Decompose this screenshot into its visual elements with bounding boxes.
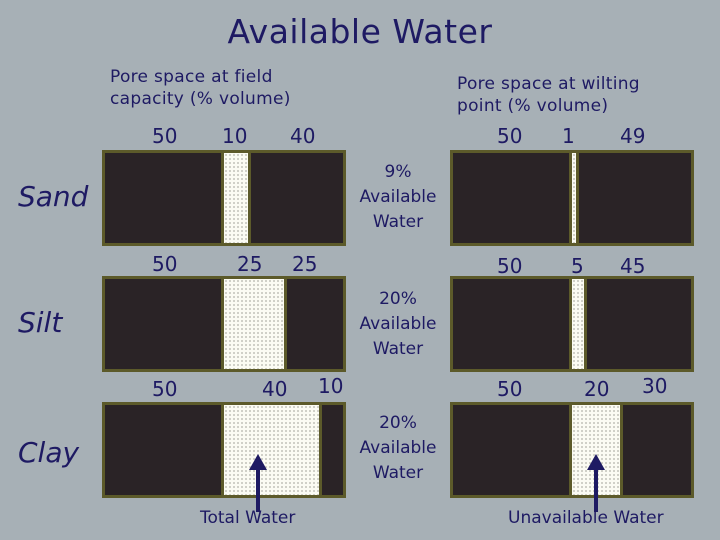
sand-available-water: 9% Available Water [346, 160, 450, 235]
silt-water-word: Water [372, 339, 424, 359]
clay-fc-solid-value: 50 [152, 377, 178, 401]
clay-available-word: Available [359, 438, 437, 458]
silt-wp-air-value: 45 [620, 254, 646, 278]
solid-water-divider [221, 279, 224, 369]
total-water-arrow-shaft [256, 468, 260, 512]
sand-wp-water-value: 1 [562, 124, 575, 148]
silt-fc-air-value: 25 [292, 252, 318, 276]
solid-water-divider [569, 153, 572, 243]
silt-available-word: Available [359, 314, 437, 334]
clay-available-percent: 20% [379, 413, 417, 433]
water-air-divider [620, 405, 623, 495]
field-capacity-header: Pore space at field capacity (% volume) [110, 66, 291, 110]
clay-fc-water-value: 40 [262, 377, 288, 401]
clay-wp-water-value: 20 [584, 377, 610, 401]
sand-wp-water-segment [572, 153, 576, 243]
silt-wp-solid-value: 50 [497, 254, 523, 278]
wilting-point-header-line1: Pore space at wilting [457, 74, 640, 94]
water-air-divider [576, 153, 579, 243]
wilting-point-header-line2: point (% volume) [457, 96, 609, 116]
soil-label-clay: Clay [18, 436, 80, 469]
sand-wp-solid-value: 50 [497, 124, 523, 148]
water-air-divider [319, 405, 322, 495]
silt-available-percent: 20% [379, 289, 417, 309]
water-air-divider [584, 279, 587, 369]
silt-wp-water-segment [572, 279, 584, 369]
sand-fc-water-segment [224, 153, 248, 243]
sand-available-word: Available [359, 187, 437, 207]
silt-available-water: 20% Available Water [346, 287, 450, 362]
water-air-divider [248, 153, 251, 243]
silt-fc-solid-value: 50 [152, 252, 178, 276]
unavailable-water-arrow-shaft [594, 468, 598, 512]
clay-wp-air-value: 30 [642, 374, 668, 398]
sand-field-capacity-bar [102, 150, 346, 246]
sand-fc-air-value: 40 [290, 124, 316, 148]
solid-water-divider [569, 279, 572, 369]
unavailable-water-label: Unavailable Water [508, 508, 664, 528]
silt-wilting-point-bar [450, 276, 694, 372]
soil-label-silt: Silt [18, 306, 63, 339]
clay-fc-water-segment [224, 405, 319, 495]
clay-fc-air-value: 10 [318, 374, 344, 398]
sand-available-percent: 9% [384, 162, 412, 182]
field-capacity-header-line1: Pore space at field [110, 67, 273, 87]
solid-water-divider [221, 405, 224, 495]
silt-wp-water-value: 5 [571, 254, 584, 278]
diagram-title: Available Water [227, 12, 493, 51]
sand-fc-water-value: 10 [222, 124, 248, 148]
soil-label-sand: Sand [18, 180, 89, 213]
clay-wilting-point-bar [450, 402, 694, 498]
total-water-label: Total Water [200, 508, 296, 528]
clay-field-capacity-bar [102, 402, 346, 498]
unavailable-water-arrow-head [587, 454, 605, 470]
solid-water-divider [221, 153, 224, 243]
sand-wilting-point-bar [450, 150, 694, 246]
wilting-point-header: Pore space at wilting point (% volume) [457, 73, 640, 117]
water-air-divider [284, 279, 287, 369]
silt-fc-water-segment [224, 279, 284, 369]
clay-water-word: Water [372, 463, 424, 483]
silt-fc-water-value: 25 [237, 252, 263, 276]
sand-water-word: Water [372, 212, 424, 232]
clay-available-water: 20% Available Water [346, 411, 450, 486]
silt-field-capacity-bar [102, 276, 346, 372]
solid-water-divider [569, 405, 572, 495]
total-water-arrow-head [249, 454, 267, 470]
sand-fc-solid-value: 50 [152, 124, 178, 148]
field-capacity-header-line2: capacity (% volume) [110, 89, 291, 109]
sand-wp-air-value: 49 [620, 124, 646, 148]
clay-wp-solid-value: 50 [497, 377, 523, 401]
